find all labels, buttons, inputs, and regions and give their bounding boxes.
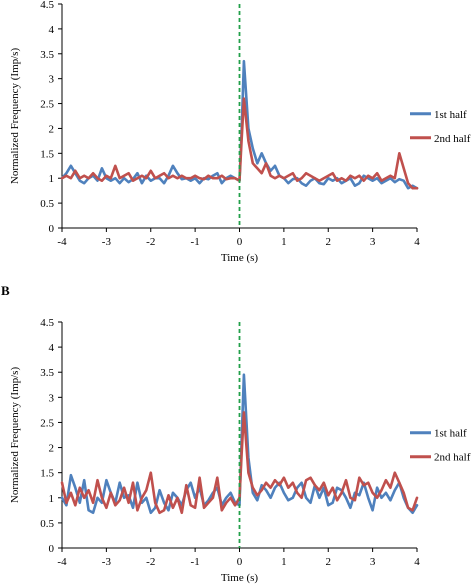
x-tick-label: -3	[102, 556, 112, 568]
y-axis-title: Normalized Frequency (Imp/s)	[9, 367, 21, 504]
y-tick-label: 3	[49, 74, 55, 86]
x-tick-label: 4	[414, 556, 420, 568]
x-tick-label: 1	[281, 556, 287, 568]
chart-panel-a: 0 0.5 1 1.5 2 2.5 3 3.5 4 4.5 -4 -3 -2 -1 0 1 2 3 4 Time (s…	[9, 0, 471, 264]
y-tick-label: 2	[49, 123, 55, 135]
y-tick-label: 4	[49, 24, 55, 36]
y-tick-label: 1.5	[40, 148, 54, 160]
x-tick-label: 3	[370, 556, 376, 568]
x-tick-label: -4	[57, 236, 67, 248]
x-axis-title: Time (s)	[221, 252, 259, 264]
legend-label: 1st half	[434, 109, 467, 121]
legend-label: 2nd half	[434, 133, 471, 145]
y-tick-label: 1.5	[40, 468, 54, 480]
y-tick-label: 4	[49, 342, 55, 354]
chart-panel-b: 0 0.5 1 1.5 2 2.5 3 3.5 4 4.5 -4 -3 -2 -1 0 1 2 3 4 Time (s…	[9, 317, 471, 584]
y-tick-label: 0.5	[40, 518, 54, 530]
y-tick-label: 3.5	[40, 49, 54, 61]
x-tick-label: 0	[237, 236, 243, 248]
y-tick-label: 2.5	[40, 417, 54, 429]
x-tick-label: 3	[370, 236, 376, 248]
x-tick-label: -1	[191, 236, 200, 248]
x-tick-label: 4	[414, 236, 420, 248]
y-tick-label: 1	[49, 493, 55, 505]
x-tick-label: 2	[326, 556, 332, 568]
y-tick-label: 3	[49, 392, 55, 404]
x-tick-label: -4	[57, 556, 67, 568]
x-tick-label: 0	[237, 556, 243, 568]
y-axis-title: Normalized Frequency (Imp/s)	[9, 48, 21, 185]
x-tick-label: 2	[326, 236, 332, 248]
x-axis-title: Time (s)	[221, 572, 259, 584]
y-tick-label: 4.5	[40, 0, 54, 11]
legend-label: 2nd half	[434, 452, 471, 464]
legend-label: 1st half	[434, 428, 467, 440]
y-tick-label: 0	[49, 223, 55, 235]
y-tick-label: 2.5	[40, 99, 54, 111]
x-tick-label: -3	[102, 236, 112, 248]
y-tick-label: 0.5	[40, 198, 54, 210]
y-tick-label: 4.5	[40, 317, 54, 329]
x-tick-label: -2	[146, 556, 155, 568]
y-tick-label: 0	[49, 543, 55, 555]
y-tick-label: 1	[49, 173, 55, 185]
series-line-2nd-half	[60, 97, 419, 190]
panel-b-letter: B	[1, 283, 10, 298]
x-tick-label: -1	[191, 556, 200, 568]
y-tick-label: 3.5	[40, 367, 54, 379]
x-tick-label: -2	[146, 236, 155, 248]
y-tick-label: 2	[49, 443, 55, 455]
series-line-2nd-half	[60, 411, 419, 515]
x-tick-label: 1	[281, 236, 287, 248]
